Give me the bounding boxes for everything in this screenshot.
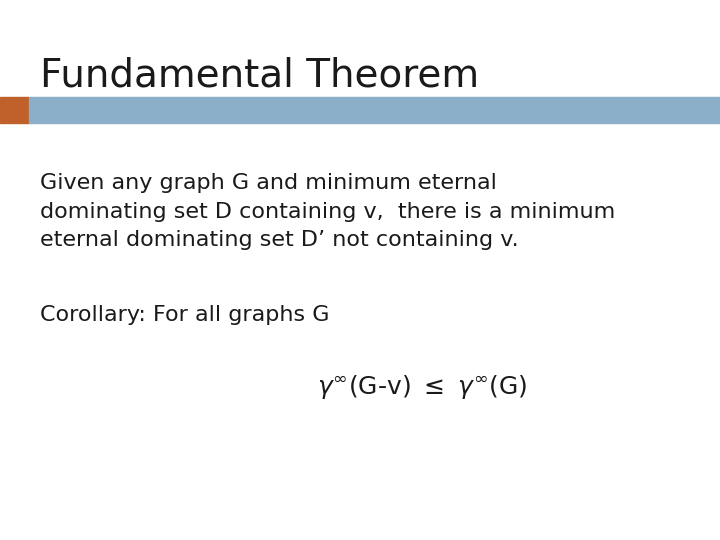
Text: Given any graph G and minimum eternal
dominating set D containing v,  there is a: Given any graph G and minimum eternal do… [40, 173, 615, 251]
Bar [0, 97, 29, 123]
Text: $\gamma^{\infty}$(G-v) $\leq$ $\gamma^{\infty}$(G): $\gamma^{\infty}$(G-v) $\leq$ $\gamma^{\… [317, 373, 527, 401]
Bar [29, 97, 720, 123]
Text: Fundamental Theorem: Fundamental Theorem [40, 57, 479, 94]
Text: Corollary: For all graphs G: Corollary: For all graphs G [40, 305, 329, 325]
